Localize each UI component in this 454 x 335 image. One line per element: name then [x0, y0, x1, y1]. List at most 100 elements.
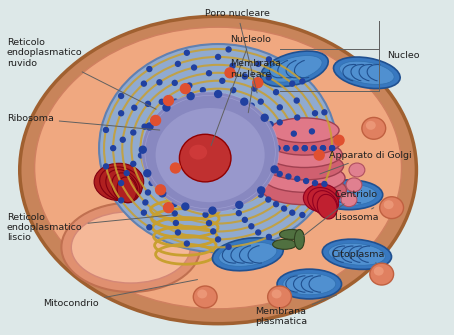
Text: Ribosoma: Ribosoma [7, 114, 160, 130]
Ellipse shape [61, 203, 200, 292]
Circle shape [132, 105, 137, 110]
Circle shape [131, 161, 136, 166]
Ellipse shape [112, 173, 138, 203]
Circle shape [314, 150, 324, 160]
Circle shape [157, 80, 162, 85]
Ellipse shape [156, 108, 265, 202]
Circle shape [215, 90, 222, 97]
Ellipse shape [370, 263, 394, 285]
Circle shape [138, 153, 143, 158]
Text: Centriolo: Centriolo [304, 190, 377, 236]
Circle shape [226, 47, 231, 52]
Ellipse shape [315, 180, 383, 210]
Circle shape [281, 206, 286, 211]
Circle shape [120, 137, 125, 142]
Circle shape [142, 124, 147, 129]
Circle shape [277, 105, 282, 110]
Circle shape [330, 146, 335, 151]
Circle shape [172, 80, 177, 85]
Ellipse shape [374, 267, 384, 276]
Text: Reticolo
endoplasmatico
liscio: Reticolo endoplasmatico liscio [7, 213, 173, 243]
Circle shape [304, 179, 309, 184]
Text: Lisosoma: Lisosoma [334, 208, 379, 222]
Circle shape [291, 131, 296, 136]
Ellipse shape [20, 16, 416, 324]
Circle shape [207, 221, 212, 225]
Circle shape [277, 120, 282, 125]
Circle shape [154, 120, 159, 125]
Ellipse shape [264, 163, 345, 192]
Circle shape [145, 190, 150, 195]
Circle shape [277, 172, 282, 177]
Circle shape [156, 185, 166, 195]
Circle shape [104, 164, 109, 169]
Circle shape [163, 95, 173, 106]
Ellipse shape [277, 269, 341, 299]
Circle shape [145, 102, 150, 106]
Circle shape [294, 98, 299, 103]
Circle shape [175, 61, 180, 66]
Circle shape [173, 192, 178, 197]
Circle shape [274, 90, 279, 94]
Circle shape [104, 127, 109, 132]
Ellipse shape [189, 145, 207, 159]
Circle shape [230, 63, 235, 68]
Circle shape [124, 171, 129, 176]
Circle shape [163, 104, 170, 111]
Circle shape [258, 192, 263, 197]
Text: Nucleolo: Nucleolo [211, 35, 271, 145]
Ellipse shape [262, 175, 346, 205]
Circle shape [147, 67, 152, 71]
Ellipse shape [334, 57, 400, 88]
Ellipse shape [308, 188, 339, 214]
Circle shape [321, 146, 326, 151]
Text: Apparato di Golgi: Apparato di Golgi [320, 151, 412, 174]
Circle shape [300, 79, 305, 84]
Ellipse shape [212, 238, 283, 271]
Ellipse shape [272, 240, 296, 249]
Text: Mitocondrio: Mitocondrio [44, 280, 197, 308]
Ellipse shape [219, 242, 277, 266]
Circle shape [261, 114, 268, 121]
Circle shape [187, 83, 192, 88]
Circle shape [223, 197, 228, 202]
Circle shape [231, 204, 236, 209]
Circle shape [180, 84, 190, 93]
Ellipse shape [346, 178, 362, 192]
Circle shape [237, 211, 242, 216]
Circle shape [143, 200, 148, 205]
Ellipse shape [267, 56, 322, 82]
Circle shape [159, 99, 164, 104]
Circle shape [321, 146, 326, 151]
Circle shape [195, 97, 199, 103]
Circle shape [312, 181, 317, 186]
Circle shape [203, 212, 208, 217]
Circle shape [144, 170, 151, 177]
Ellipse shape [99, 167, 142, 201]
Circle shape [258, 99, 263, 104]
Ellipse shape [143, 93, 277, 211]
Ellipse shape [35, 27, 401, 309]
Circle shape [151, 116, 161, 125]
Circle shape [158, 158, 163, 163]
Circle shape [295, 176, 300, 181]
Circle shape [207, 71, 212, 76]
Circle shape [241, 98, 248, 105]
Ellipse shape [265, 152, 344, 180]
Circle shape [302, 146, 307, 151]
Circle shape [293, 146, 298, 151]
Circle shape [118, 111, 123, 116]
Ellipse shape [271, 289, 281, 298]
Ellipse shape [329, 243, 385, 265]
Circle shape [302, 146, 307, 151]
Circle shape [216, 55, 221, 59]
Circle shape [322, 110, 327, 115]
Circle shape [290, 210, 295, 215]
Circle shape [253, 78, 263, 88]
Ellipse shape [362, 118, 386, 139]
Ellipse shape [117, 177, 137, 203]
Circle shape [141, 81, 146, 86]
Ellipse shape [261, 51, 328, 86]
Circle shape [268, 122, 273, 127]
Ellipse shape [193, 286, 217, 308]
